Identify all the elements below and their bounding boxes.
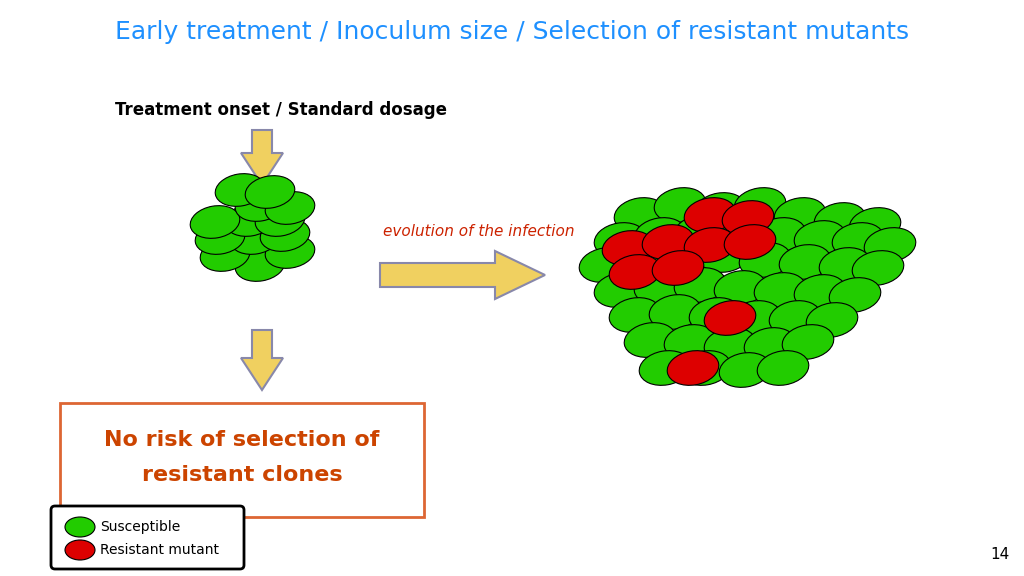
Ellipse shape <box>659 240 711 274</box>
Ellipse shape <box>795 275 846 309</box>
Ellipse shape <box>769 301 821 335</box>
Ellipse shape <box>705 301 756 335</box>
Ellipse shape <box>609 255 660 289</box>
Ellipse shape <box>755 272 806 308</box>
Text: Resistant mutant: Resistant mutant <box>100 543 219 557</box>
Ellipse shape <box>225 204 274 236</box>
Ellipse shape <box>694 192 745 228</box>
Ellipse shape <box>642 225 694 259</box>
Ellipse shape <box>849 208 901 242</box>
Ellipse shape <box>580 248 631 282</box>
Ellipse shape <box>714 271 766 305</box>
Ellipse shape <box>674 215 726 249</box>
Ellipse shape <box>215 173 265 206</box>
Ellipse shape <box>705 328 756 362</box>
Ellipse shape <box>774 198 825 232</box>
Ellipse shape <box>625 323 676 357</box>
Ellipse shape <box>65 540 95 560</box>
Ellipse shape <box>739 242 791 277</box>
Ellipse shape <box>829 278 881 312</box>
Ellipse shape <box>602 230 653 266</box>
Ellipse shape <box>652 251 703 285</box>
Ellipse shape <box>230 222 280 255</box>
Ellipse shape <box>201 238 250 271</box>
Ellipse shape <box>833 223 884 257</box>
Text: Early treatment / Inoculum size / Selection of resistant mutants: Early treatment / Inoculum size / Select… <box>115 20 909 44</box>
Ellipse shape <box>724 225 776 259</box>
Ellipse shape <box>782 325 834 359</box>
Ellipse shape <box>65 517 95 537</box>
Ellipse shape <box>795 221 846 255</box>
Ellipse shape <box>699 238 751 272</box>
Ellipse shape <box>674 268 726 302</box>
Ellipse shape <box>744 328 796 362</box>
Ellipse shape <box>719 353 771 387</box>
Ellipse shape <box>864 228 915 262</box>
Text: evolution of the infection: evolution of the infection <box>383 225 574 240</box>
Ellipse shape <box>679 351 731 385</box>
Ellipse shape <box>609 298 660 332</box>
Ellipse shape <box>684 228 736 262</box>
Ellipse shape <box>265 236 314 268</box>
Ellipse shape <box>245 176 295 209</box>
Ellipse shape <box>757 351 809 385</box>
Ellipse shape <box>236 249 285 281</box>
Text: resistant clones: resistant clones <box>141 465 342 485</box>
Ellipse shape <box>260 219 310 251</box>
Ellipse shape <box>190 206 240 238</box>
Ellipse shape <box>649 295 700 329</box>
Ellipse shape <box>722 200 774 236</box>
Ellipse shape <box>634 218 686 252</box>
Ellipse shape <box>819 248 870 282</box>
Ellipse shape <box>806 302 858 338</box>
Ellipse shape <box>689 298 740 332</box>
Ellipse shape <box>779 245 830 279</box>
Polygon shape <box>380 251 545 299</box>
FancyBboxPatch shape <box>60 403 424 517</box>
Ellipse shape <box>614 198 666 232</box>
Ellipse shape <box>852 251 904 285</box>
Ellipse shape <box>654 188 706 222</box>
Ellipse shape <box>620 242 671 277</box>
Polygon shape <box>241 130 283 185</box>
Text: 14: 14 <box>991 547 1010 562</box>
Text: Susceptible: Susceptible <box>100 520 180 534</box>
Ellipse shape <box>634 270 686 304</box>
Ellipse shape <box>665 325 716 359</box>
Ellipse shape <box>755 218 806 252</box>
Text: Treatment onset / Standard dosage: Treatment onset / Standard dosage <box>115 101 447 119</box>
Ellipse shape <box>814 203 865 237</box>
FancyBboxPatch shape <box>51 506 244 569</box>
Ellipse shape <box>236 189 285 221</box>
Ellipse shape <box>714 213 766 247</box>
Ellipse shape <box>594 223 646 257</box>
Ellipse shape <box>265 192 314 224</box>
Ellipse shape <box>668 351 719 385</box>
Ellipse shape <box>684 198 736 232</box>
Ellipse shape <box>255 204 305 236</box>
Ellipse shape <box>594 272 646 308</box>
Text: No risk of selection of: No risk of selection of <box>104 430 380 450</box>
Polygon shape <box>241 330 283 390</box>
Ellipse shape <box>639 351 691 385</box>
Ellipse shape <box>196 222 245 255</box>
Ellipse shape <box>734 188 785 222</box>
Ellipse shape <box>729 301 780 335</box>
